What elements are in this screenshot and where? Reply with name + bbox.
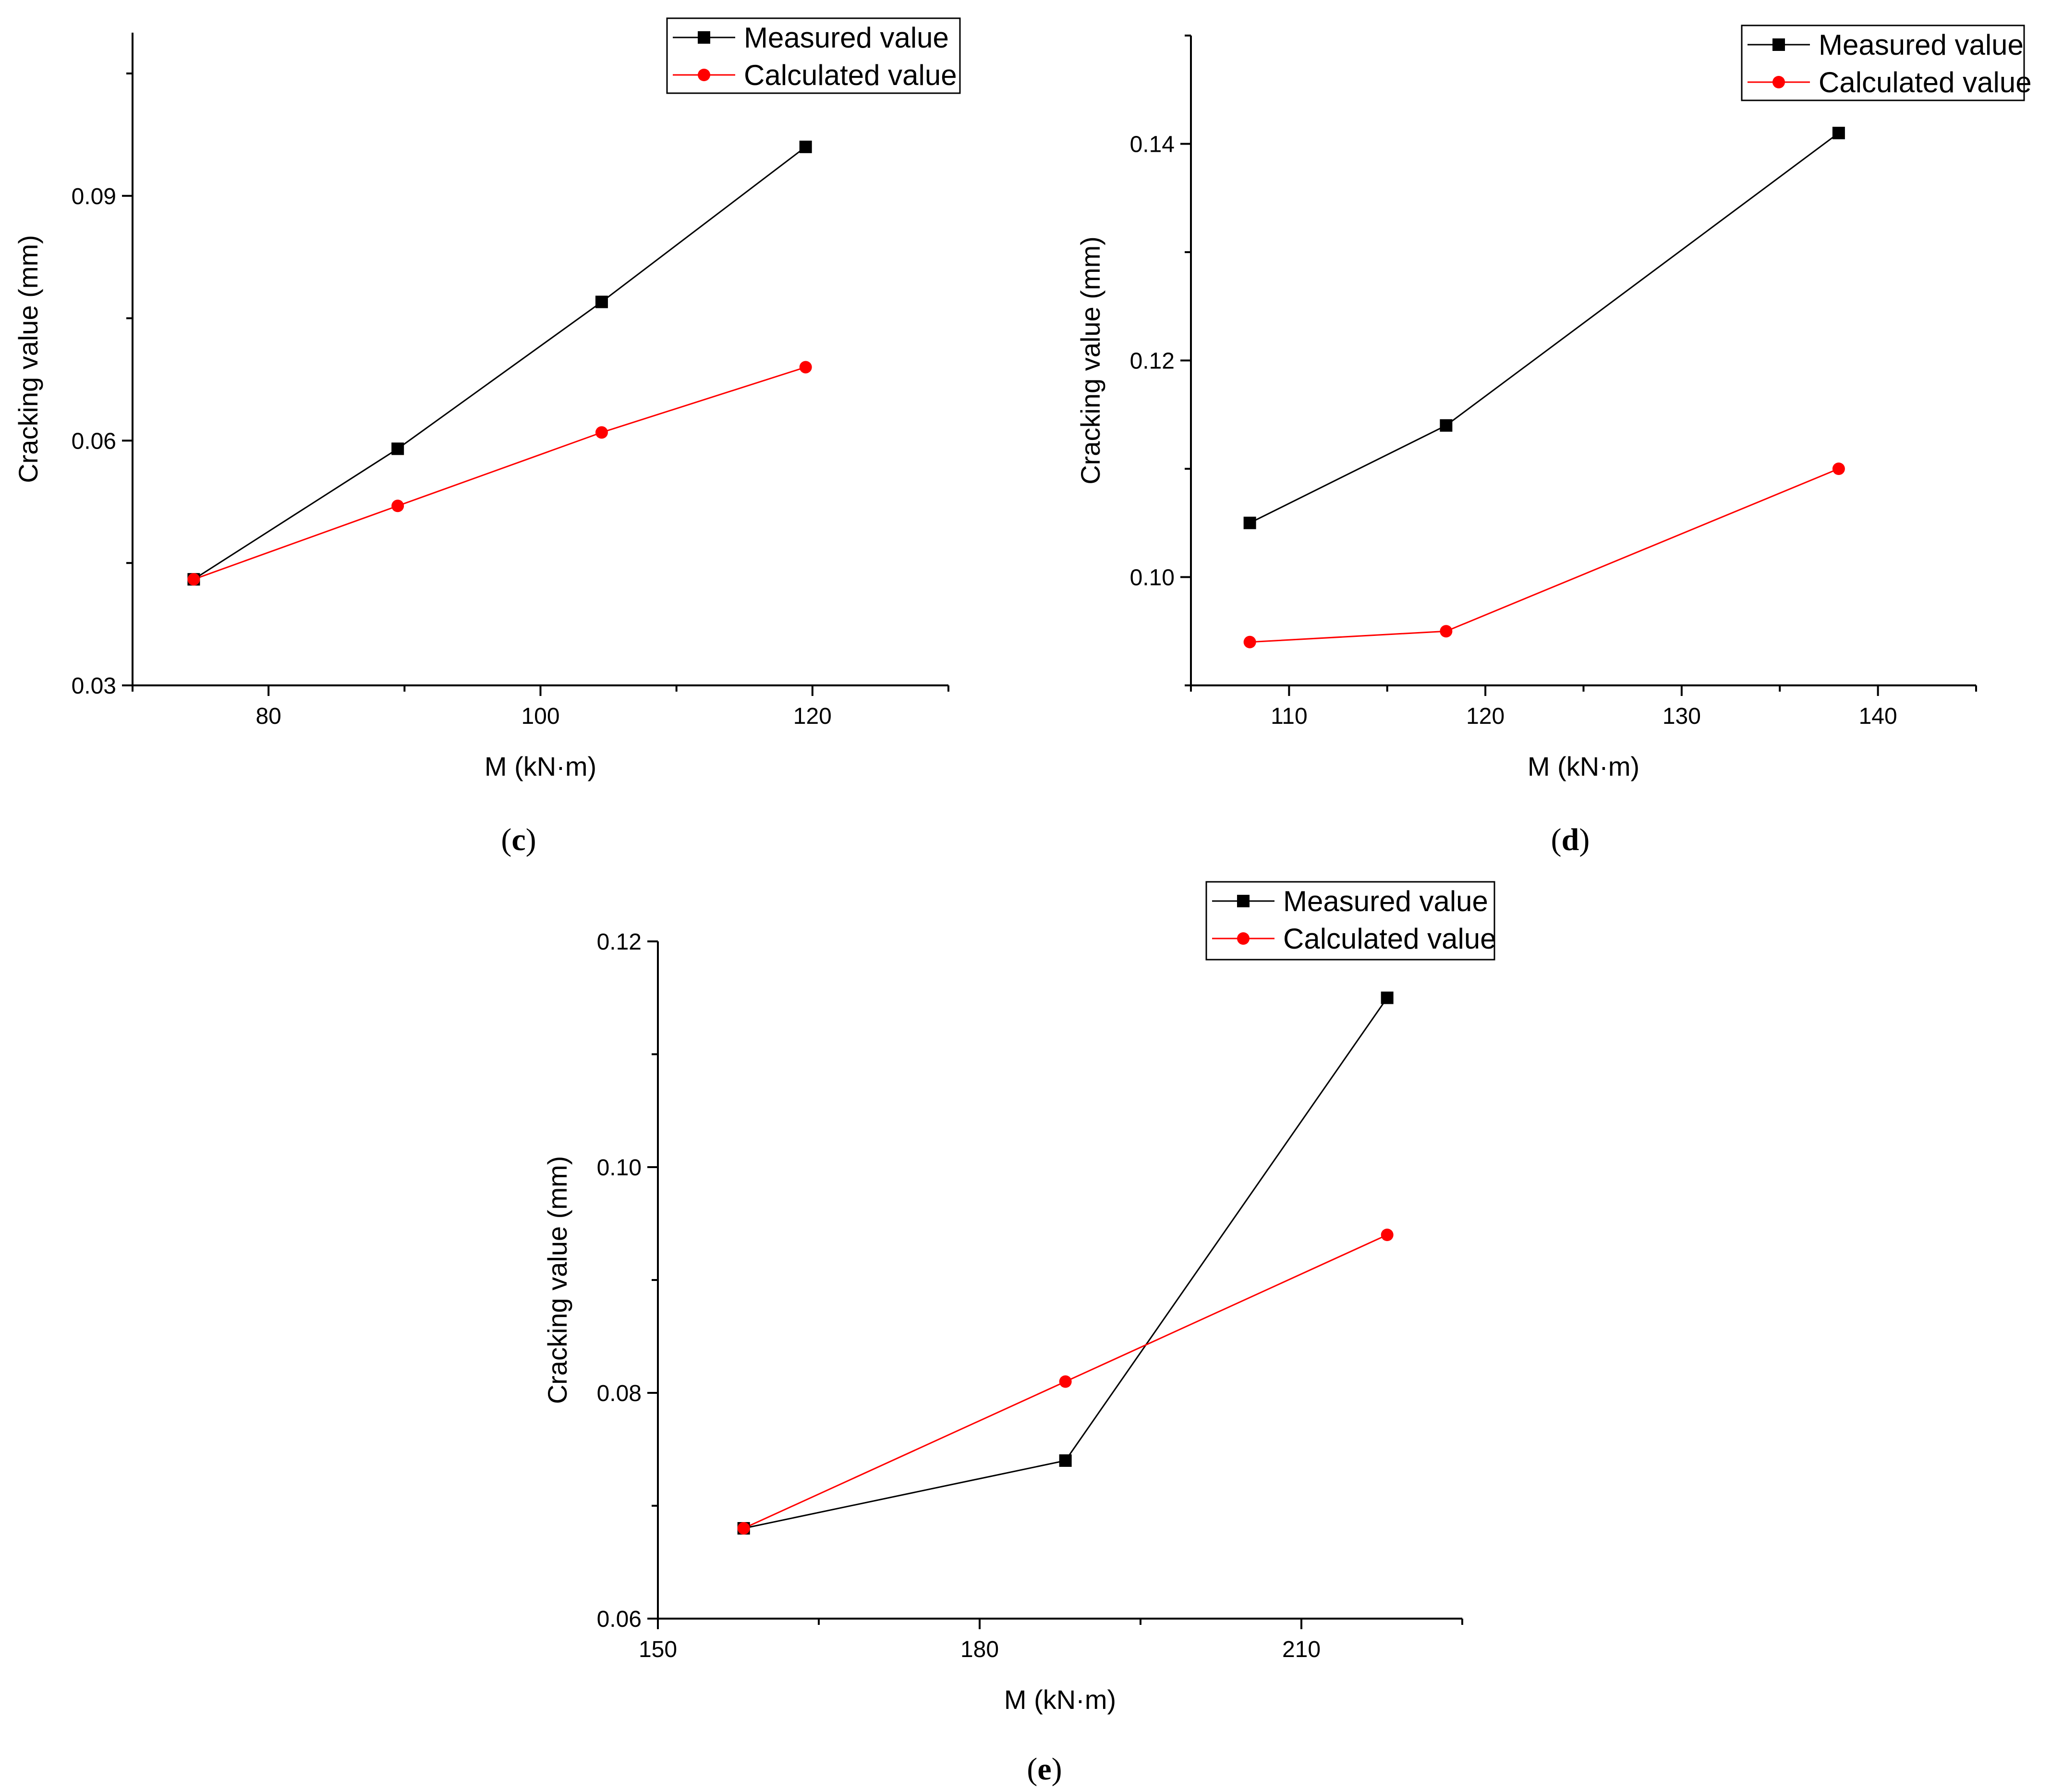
legend-square-marker	[1772, 38, 1785, 51]
legend-box	[1741, 24, 2025, 101]
x-tick-label: 130	[1663, 704, 1701, 729]
calculated-point	[737, 1522, 750, 1535]
legend-label-measured: Measured value	[1283, 885, 1488, 917]
legend-circle-marker	[1772, 76, 1785, 88]
legend-square-marker	[698, 31, 710, 44]
measured-point	[799, 140, 812, 153]
legend-label-calculated: Calculated value	[1283, 923, 1496, 955]
x-tick-label: 140	[1859, 704, 1897, 729]
measured-point	[1381, 991, 1394, 1004]
x-tick-label: 80	[255, 704, 281, 729]
x-axis-title: M (kN·m)	[485, 751, 596, 781]
y-tick-label: 0.10	[1130, 565, 1175, 591]
x-tick-label: 120	[1466, 704, 1505, 729]
y-tick-label: 0.06	[597, 1607, 642, 1632]
x-tick-label: 110	[1271, 704, 1308, 729]
chart-panel-d: (d) 0.10 0.12 0.14 110 120 130 140 M (kN·m) Crac…	[1075, 24, 2032, 857]
measured-point	[391, 442, 404, 455]
measured-point	[1440, 419, 1453, 432]
calculated-point	[595, 426, 608, 439]
measured-point	[1243, 516, 1256, 529]
y-axis-title: Cracking value (mm)	[542, 1156, 572, 1404]
measured-point	[595, 295, 608, 308]
legend-label-measured: Measured value	[744, 22, 949, 54]
calculated-point	[799, 361, 812, 374]
measured-point	[1059, 1454, 1072, 1467]
x-tick-label: 100	[521, 704, 559, 729]
x-axis-title: M (kN·m)	[1004, 1684, 1116, 1715]
y-axis-title: Cracking value (mm)	[13, 235, 43, 483]
y-tick-label: 0.08	[597, 1381, 642, 1406]
legend-square-marker	[1237, 895, 1250, 907]
y-tick-label: 0.14	[1130, 132, 1175, 158]
measured-series-line	[193, 146, 806, 580]
legend-label-calculated: Calculated value	[744, 59, 957, 91]
legend-label-measured: Measured value	[1819, 29, 2024, 61]
calculated-point	[1440, 625, 1453, 638]
calculated-point	[391, 500, 404, 512]
chart-panel-e: (e) 0.06 0.08 0.10 0.12 150 180 210 M (kN·m) Cra…	[542, 881, 1496, 1787]
x-tick-label: 120	[793, 704, 832, 729]
legend-box	[1205, 881, 1495, 961]
calculated-point	[187, 573, 200, 586]
y-tick-label: 0.10	[597, 1155, 642, 1181]
caption-e: (e)	[1027, 1752, 1062, 1787]
legend-circle-marker	[1237, 932, 1250, 945]
calculated-point	[1243, 635, 1256, 648]
y-axis-title: Cracking value (mm)	[1075, 236, 1105, 485]
x-axis-title: M (kN·m)	[1528, 751, 1639, 781]
x-tick-label: 210	[1282, 1637, 1321, 1662]
calculated-series-line	[193, 366, 806, 580]
y-tick-label: 0.12	[1130, 349, 1175, 374]
caption-d: (d)	[1551, 822, 1590, 857]
x-tick-label: 150	[639, 1637, 677, 1662]
legend-label-calculated: Calculated value	[1819, 66, 2032, 98]
y-tick-label: 0.03	[72, 673, 116, 699]
y-tick-label: 0.09	[72, 184, 116, 209]
caption-c: (c)	[501, 822, 536, 857]
calculated-point	[1381, 1229, 1394, 1241]
x-tick-label: 180	[960, 1637, 999, 1662]
chart-panel-c: (c) 0.03 0.06 0.09 80 100 120 M (kN·m) Cracking…	[13, 17, 961, 857]
legend-circle-marker	[698, 69, 710, 81]
legend-box	[666, 17, 961, 94]
calculated-point	[1059, 1375, 1072, 1388]
calculated-point	[1832, 463, 1845, 475]
y-tick-label: 0.06	[72, 428, 116, 454]
measured-point	[1832, 126, 1845, 139]
y-tick-label: 0.12	[597, 929, 642, 955]
